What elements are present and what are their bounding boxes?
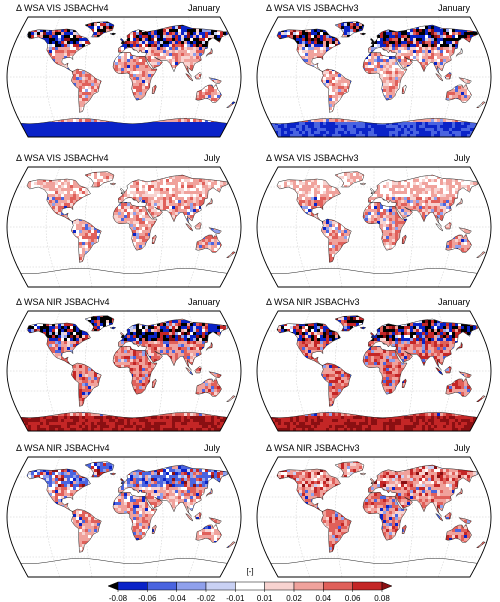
colorbar-tick-label: -0.04 <box>168 594 187 602</box>
map-frame <box>6 16 242 138</box>
colorbar-tick-label: -0.01 <box>226 594 245 602</box>
colorbar-bin <box>117 581 148 591</box>
colorbar-bin <box>205 581 236 591</box>
map-frame <box>6 166 242 288</box>
panel-title: Δ WSA VIS JSBACHv4 <box>16 3 109 13</box>
map-panel-7: Δ WSA NIR JSBACHv4 July <box>6 443 242 578</box>
panel-month: January <box>188 3 221 13</box>
colorbar-tick-label: -0.02 <box>197 594 216 602</box>
map-panel-2: Δ WSA VIS JSBACHv3 January <box>256 3 492 138</box>
map-panel-4: Δ WSA VIS JSBACHv3 July <box>256 153 492 288</box>
panel-title: Δ WSA VIS JSBACHv3 <box>266 3 359 13</box>
coastlines <box>270 315 486 432</box>
coastlines <box>270 171 486 288</box>
colorbar-tick-label: 0.02 <box>286 594 302 602</box>
map-frame <box>256 310 492 432</box>
colorbar-extend-low <box>107 581 119 591</box>
panel-title: Δ WSA NIR JSBACHv4 <box>16 297 110 307</box>
colorbar-bin <box>293 581 324 591</box>
colorbar-bin <box>235 581 265 591</box>
colorbar-tick-label: 0.08 <box>374 594 390 602</box>
coastlines <box>20 315 236 432</box>
panel-month: July <box>454 443 471 453</box>
coastlines <box>20 461 236 578</box>
colorbar-bin <box>264 581 295 591</box>
colorbar: -0.08 -0.06 -0.04 -0.02 -0.01 0.01 0.02 0.04 0.0… <box>107 567 393 602</box>
colorbar-tick-label: 0.01 <box>257 594 273 602</box>
panel-month: January <box>188 297 221 307</box>
coastlines <box>20 171 236 288</box>
coastlines <box>20 21 236 138</box>
map-panels: Δ WSA VIS JSBACHv4 January Δ WSA VIS JSBAC… <box>6 3 492 578</box>
colorbar-tick-label: 0.06 <box>345 594 361 602</box>
colorbar-unit-label: [-] <box>246 567 253 576</box>
map-panel-5: Δ WSA NIR JSBACHv4 January <box>6 297 242 432</box>
panel-month: January <box>438 3 471 13</box>
colorbar-tick-label: 0.04 <box>316 594 332 602</box>
map-frame <box>256 456 492 578</box>
colorbar-bin <box>176 581 207 591</box>
map-panel-6: Δ WSA NIR JSBACHv3 January <box>256 297 492 432</box>
map-frame <box>256 166 492 288</box>
panel-title: Δ WSA VIS JSBACHv3 <box>266 153 359 163</box>
panel-month: July <box>204 153 221 163</box>
panel-month: July <box>204 443 221 453</box>
map-frame <box>6 310 242 432</box>
map-frame <box>256 16 492 138</box>
coastlines <box>270 461 486 578</box>
panel-month: January <box>438 297 471 307</box>
map-panel-8: Δ WSA NIR JSBACHv3 July <box>256 443 492 578</box>
colorbar-bin <box>323 581 353 591</box>
colorbar-swatches <box>107 581 393 591</box>
panel-title: Δ WSA NIR JSBACHv3 <box>266 297 360 307</box>
panel-title: Δ WSA NIR JSBACHv4 <box>16 443 110 453</box>
map-frame <box>6 456 242 578</box>
map-panel-1: Δ WSA VIS JSBACHv4 January <box>6 3 242 138</box>
colorbar-tick-label: -0.08 <box>109 594 128 602</box>
panel-title: Δ WSA VIS JSBACHv4 <box>16 153 109 163</box>
colorbar-ticks: -0.08 -0.06 -0.04 -0.02 -0.01 0.01 0.02 0.04 0.0… <box>109 590 390 602</box>
panel-month: July <box>454 153 471 163</box>
colorbar-extend-high <box>381 581 393 591</box>
coastlines <box>270 21 486 138</box>
panel-title: Δ WSA NIR JSBACHv3 <box>266 443 360 453</box>
colorbar-tick-label: -0.06 <box>138 594 157 602</box>
map-panel-3: Δ WSA VIS JSBACHv4 July <box>6 153 242 288</box>
colorbar-bin <box>147 581 177 591</box>
colorbar-bin <box>352 581 383 591</box>
